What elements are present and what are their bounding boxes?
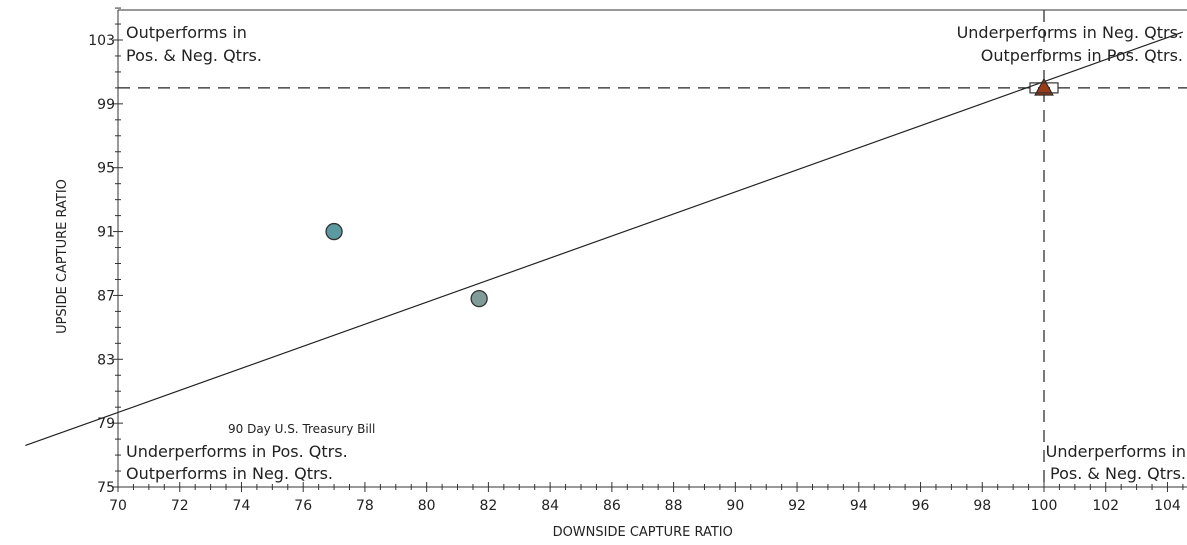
x-tick-label: 102: [1092, 498, 1119, 514]
x-tick-label: 72: [171, 498, 189, 514]
quadrant-label-bottom-left: Outperforms in Neg. Qtrs.: [126, 464, 333, 483]
x-tick-label: 76: [294, 498, 312, 514]
regression-line: [25, 31, 1184, 447]
quadrant-label-bottom-right: Underperforms in: [1046, 442, 1186, 461]
x-axis-label: DOWNSIDE CAPTURE RATIO: [553, 525, 733, 540]
x-tick-label: 80: [418, 498, 436, 514]
treasury-bill-annotation: 90 Day U.S. Treasury Bill: [228, 422, 375, 436]
x-tick-label: 92: [788, 498, 806, 514]
x-tick-label: 104: [1154, 498, 1181, 514]
scatter-point-square: [1029, 82, 1059, 94]
y-tick-label: 87: [97, 288, 115, 304]
y-tick-label: 103: [88, 33, 115, 49]
scatter-point-triangle: [1034, 77, 1054, 96]
scatter-point-circle: [325, 222, 343, 241]
x-tick-label: 86: [603, 498, 621, 514]
x-tick-label: 74: [233, 498, 251, 514]
y-axis-label: UPSIDE CAPTURE RATIO: [55, 179, 70, 334]
y-tick-label: 75: [97, 480, 115, 496]
x-tick-label: 84: [541, 498, 559, 514]
quadrant-label-top-left: Outperforms in: [126, 23, 247, 42]
x-tick-label: 98: [973, 498, 991, 514]
x-tick-label: 70: [109, 498, 127, 514]
quadrant-label-top-left: Pos. & Neg. Qtrs.: [126, 46, 262, 65]
x-tick-label: 94: [850, 498, 868, 514]
y-tick-label: 91: [97, 225, 115, 241]
quadrant-label-top-right: Underperforms in Neg. Qtrs.: [957, 23, 1183, 42]
quadrant-label-bottom-right: Pos. & Neg. Qtrs.: [1050, 464, 1186, 483]
x-tick-label: 96: [912, 498, 930, 514]
x-tick-label: 90: [726, 498, 744, 514]
y-tick-label: 95: [97, 161, 115, 177]
y-tick-label: 99: [97, 97, 115, 113]
x-tick-label: 82: [479, 498, 497, 514]
x-tick-label: 78: [356, 498, 374, 514]
quadrant-label-bottom-left: Underperforms in Pos. Qtrs.: [126, 442, 348, 461]
quadrant-label-top-right: Outperforms in Pos. Qtrs.: [981, 46, 1183, 65]
x-tick-label: 88: [665, 498, 683, 514]
scatter-point-circle: [470, 289, 488, 308]
y-tick-label: 83: [97, 352, 115, 368]
y-tick-label: 79: [97, 416, 115, 432]
x-tick-label: 100: [1031, 498, 1058, 514]
